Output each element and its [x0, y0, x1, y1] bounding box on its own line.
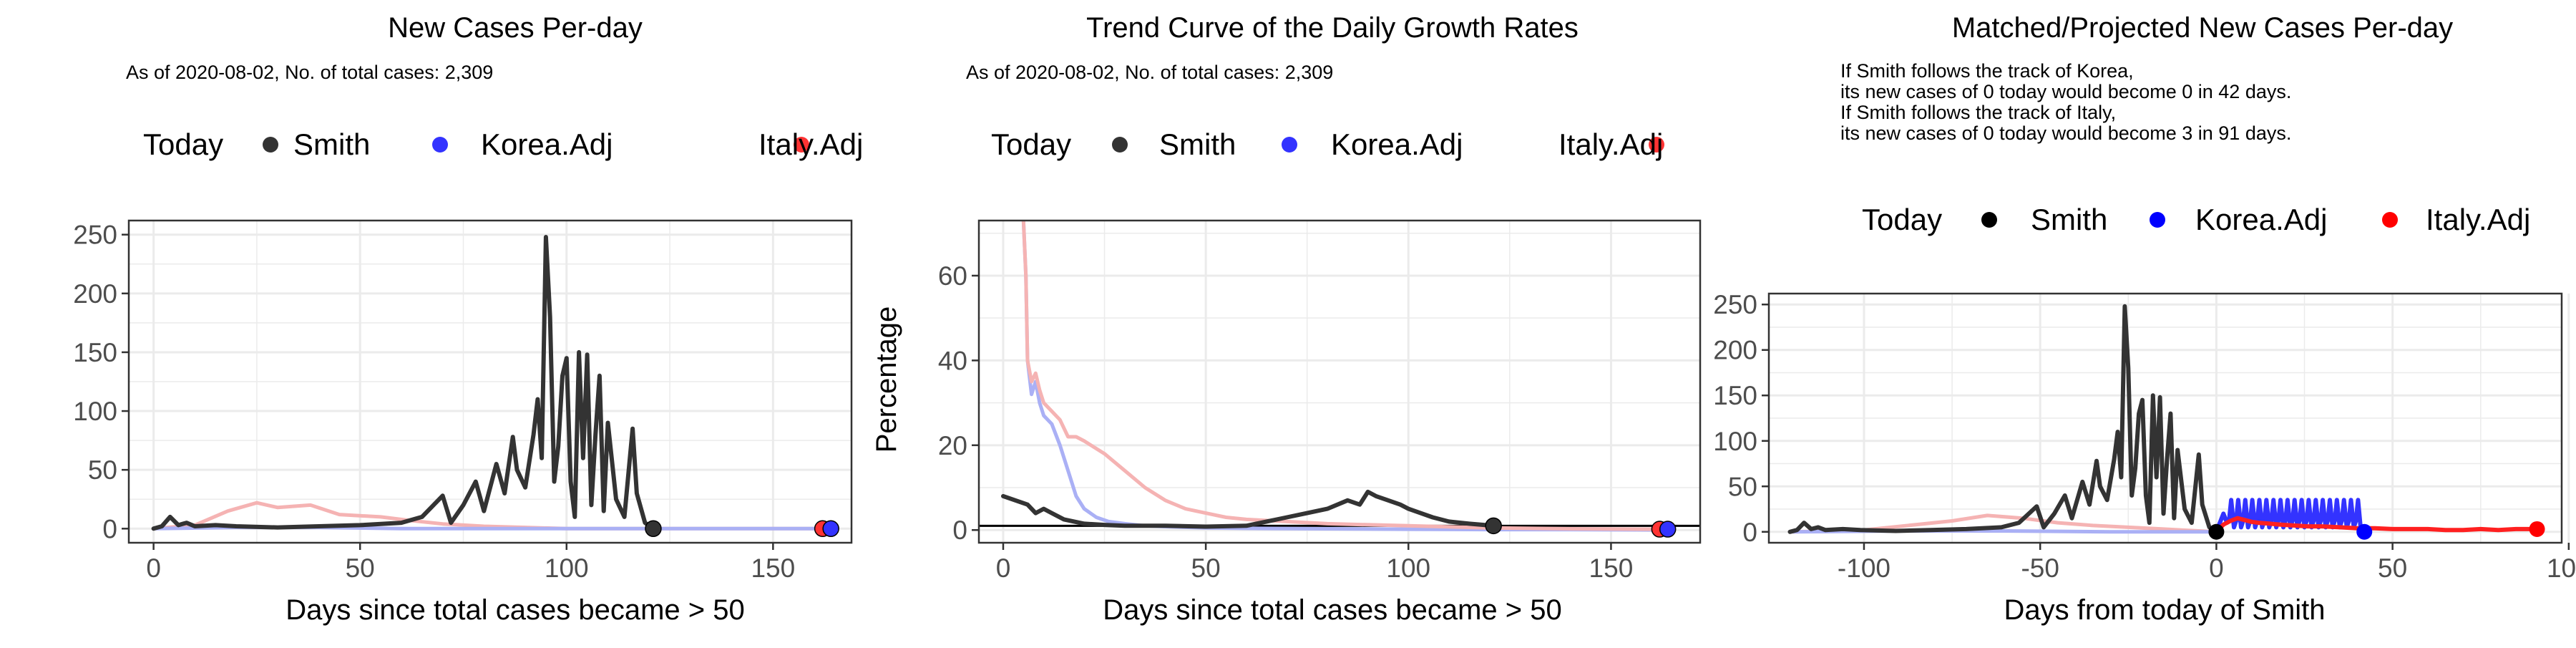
today-point-korea-adj — [822, 520, 839, 538]
x-axis-label: Days from today of Smith — [2004, 594, 2325, 626]
annotation-line: its new cases of 0 today would become 3 … — [1840, 122, 2291, 144]
x-tick-label: -50 — [2021, 553, 2059, 583]
annotation-line: If Smith follows the track of Korea, — [1840, 60, 2134, 82]
legend-dot-italy-adj — [794, 137, 809, 153]
legend-label-smith: Smith — [2031, 203, 2107, 236]
x-tick-label: 50 — [346, 553, 375, 583]
legend-title: Today — [143, 127, 223, 161]
plot-area — [979, 221, 1700, 538]
legend-dot-smith — [1981, 212, 1997, 228]
axis-ticks: 0 50 100 150 0 50 100 150 200 250 — [73, 221, 795, 583]
y-axis-label: Percentage — [871, 306, 902, 453]
legend-dot-korea-adj — [1282, 137, 1297, 153]
y-tick-label: 100 — [1713, 427, 1757, 456]
y-tick-label: 150 — [1713, 381, 1757, 410]
x-tick-label: 0 — [2209, 553, 2224, 583]
plot-background — [979, 221, 1700, 543]
y-tick-label: 50 — [88, 455, 117, 485]
y-tick-label: 250 — [1713, 290, 1757, 319]
legend: Today Smith Korea.Adj Italy.Adj — [1862, 203, 2530, 236]
plot-border — [1767, 292, 2563, 544]
y-tick-label: 0 — [952, 516, 967, 545]
legend-label-italy-adj: Italy.Adj — [1558, 127, 1663, 161]
chart-subtitle: As of 2020-08-02, No. of total cases: 2,… — [966, 62, 1333, 83]
plot-area — [151, 235, 839, 538]
axis-ticks: -100 -50 0 50 100 0 50 100 150 200 250 — [1713, 290, 2576, 583]
series-line-italy-adj — [2214, 516, 2540, 534]
annotation-line: If Smith follows the track of Italy, — [1840, 102, 2116, 123]
series-line-smith — [151, 235, 655, 531]
x-axis-label: Days since total cases became > 50 — [1103, 594, 1561, 626]
x-axis-label: Days since total cases became > 50 — [286, 594, 744, 626]
axis-ticks: 0 50 100 150 0 20 40 60 — [938, 261, 1633, 583]
today-point-italy-adj — [2529, 521, 2545, 537]
legend-dot-korea-adj — [2150, 212, 2165, 228]
today-point-korea-adj — [1659, 521, 1677, 538]
chart-subtitle: As of 2020-08-02, No. of total cases: 2,… — [126, 62, 493, 83]
chart-title: New Cases Per-day — [388, 12, 643, 44]
today-point-korea-adj — [2356, 523, 2373, 540]
legend-title: Today — [991, 127, 1071, 161]
legend-dot-smith — [1112, 137, 1128, 153]
chart-title: Matched/Projected New Cases Per-day — [1952, 12, 2453, 44]
series-line-smith — [1001, 489, 1496, 529]
today-point-smith — [1485, 517, 1502, 535]
legend-label-korea-adj: Korea.Adj — [2195, 203, 2327, 236]
legend: Today Smith Korea.Adj Italy.Adj — [143, 127, 863, 161]
x-tick-label: 0 — [996, 553, 1011, 583]
y-tick-label: 0 — [1742, 518, 1757, 547]
legend-label-korea-adj: Korea.Adj — [1331, 127, 1463, 161]
legend-dot-smith — [263, 137, 278, 153]
chart-panel-1: New Cases Per-day As of 2020-08-02, No. o… — [73, 12, 863, 626]
plot-border — [977, 219, 1702, 544]
x-tick-label: 150 — [751, 553, 795, 583]
y-tick-label: 100 — [73, 397, 117, 426]
x-tick-label: 100 — [545, 553, 589, 583]
x-tick-label: 0 — [146, 553, 161, 583]
legend-label-korea-adj: Korea.Adj — [481, 127, 613, 161]
series-line-korea-adj — [1021, 221, 1670, 532]
plot-area — [1787, 304, 2545, 540]
y-tick-label: 0 — [102, 514, 117, 543]
x-tick-label: -100 — [1838, 553, 1890, 583]
x-tick-label: 150 — [1589, 553, 1634, 583]
y-tick-label: 250 — [73, 221, 117, 250]
y-tick-label: 20 — [938, 431, 967, 460]
legend: Today Smith Korea.Adj Italy.Adj — [991, 127, 1664, 161]
legend-label-italy-adj: Italy.Adj — [758, 127, 863, 161]
today-point-smith — [645, 520, 662, 538]
chart-panel-2: Trend Curve of the Daily Growth Rates As … — [871, 12, 1702, 626]
legend-title: Today — [1862, 203, 1942, 236]
annotation-line: its new cases of 0 today would become 0 … — [1840, 81, 2291, 102]
x-tick-label: 50 — [1191, 553, 1221, 583]
legend-dot-italy-adj — [2382, 212, 2398, 228]
legend-dot-korea-adj — [432, 137, 448, 153]
x-tick-label: 50 — [2378, 553, 2407, 583]
x-tick-label: 100 — [2547, 553, 2576, 583]
y-tick-label: 200 — [1713, 336, 1757, 365]
legend-label-smith: Smith — [293, 127, 370, 161]
today-point-smith — [2208, 523, 2225, 540]
y-tick-label: 50 — [1728, 472, 1757, 501]
chart-title: Trend Curve of the Daily Growth Rates — [1086, 12, 1579, 44]
legend-dot-italy-adj — [1649, 137, 1664, 153]
y-tick-label: 40 — [938, 346, 967, 375]
series-line-italy-adj — [1021, 221, 1662, 531]
x-tick-label: 100 — [1386, 553, 1430, 583]
legend-label-italy-adj: Italy.Adj — [2426, 203, 2530, 236]
plot-border — [127, 219, 853, 544]
series-line-smith — [1787, 304, 2219, 534]
y-tick-label: 60 — [938, 261, 967, 291]
y-tick-label: 200 — [73, 279, 117, 309]
y-tick-label: 150 — [73, 338, 117, 367]
legend-label-smith: Smith — [1159, 127, 1236, 161]
chart-panel-3: Matched/Projected New Cases Per-day If Sm… — [1713, 12, 2576, 626]
